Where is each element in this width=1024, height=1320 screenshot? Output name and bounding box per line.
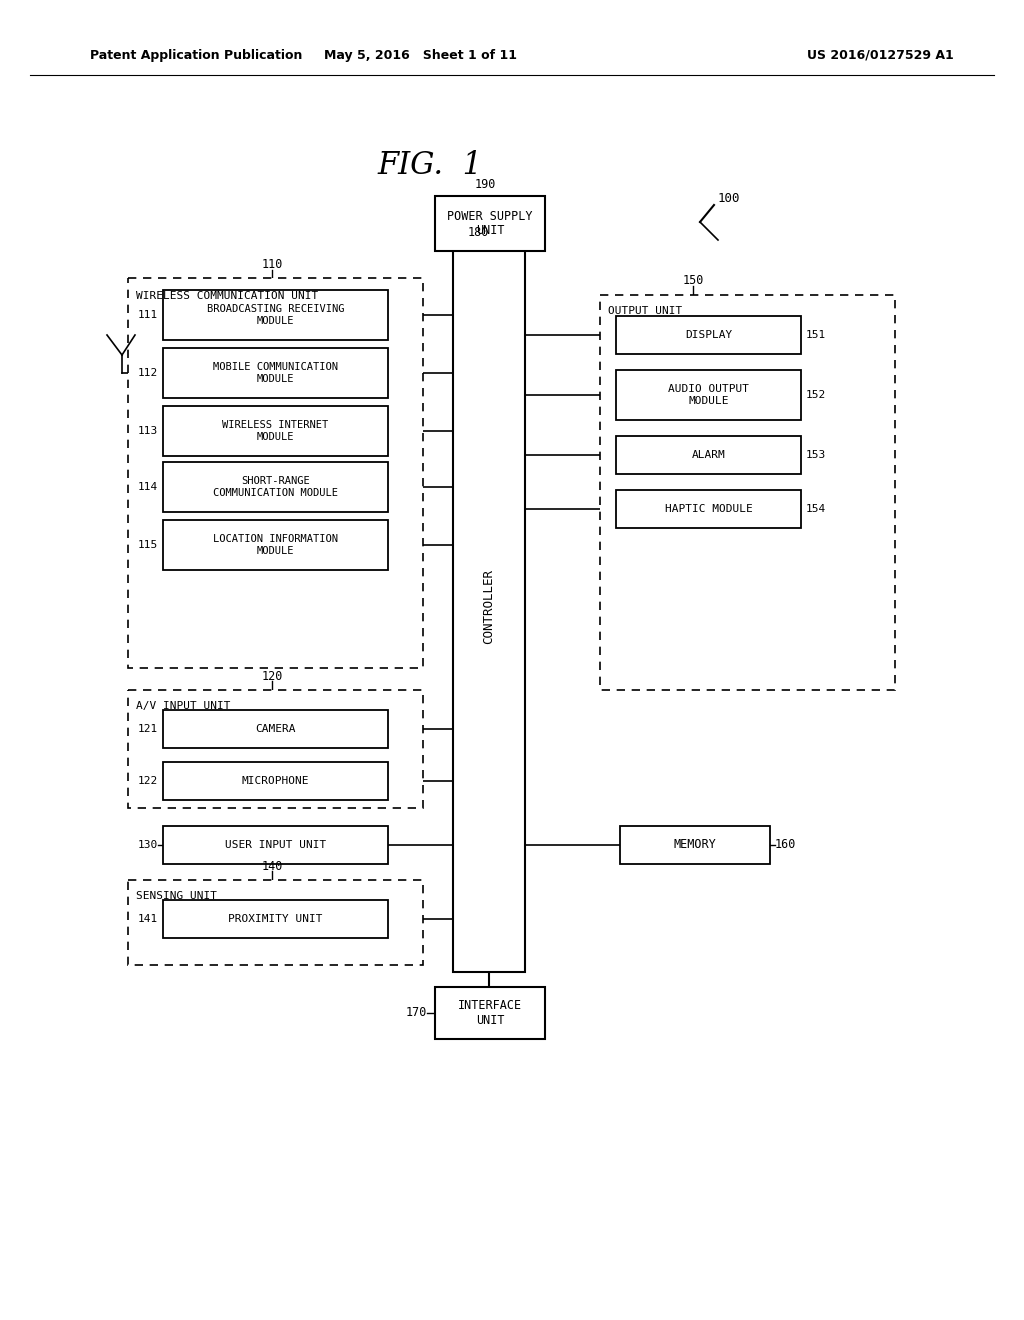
Text: Patent Application Publication: Patent Application Publication	[90, 49, 302, 62]
Bar	[163, 900, 388, 939]
Bar	[128, 279, 423, 668]
Text: BROADCASTING RECEIVING
MODULE: BROADCASTING RECEIVING MODULE	[207, 304, 344, 326]
Text: 120: 120	[261, 671, 283, 684]
Bar	[600, 294, 895, 690]
Text: ALARM: ALARM	[691, 450, 725, 459]
Text: US 2016/0127529 A1: US 2016/0127529 A1	[807, 49, 953, 62]
Bar	[163, 462, 388, 512]
Text: MICROPHONE: MICROPHONE	[242, 776, 309, 785]
Text: DISPLAY: DISPLAY	[685, 330, 732, 341]
Bar	[435, 195, 545, 251]
Text: 112: 112	[138, 368, 158, 378]
Text: PROXIMITY UNIT: PROXIMITY UNIT	[228, 913, 323, 924]
Text: 121: 121	[138, 723, 158, 734]
Text: 113: 113	[138, 426, 158, 436]
Text: 100: 100	[718, 191, 740, 205]
Bar	[453, 242, 525, 972]
Text: LOCATION INFORMATION
MODULE: LOCATION INFORMATION MODULE	[213, 535, 338, 556]
Bar	[616, 315, 801, 354]
Text: WIRELESS INTERNET
MODULE: WIRELESS INTERNET MODULE	[222, 420, 329, 442]
Text: CAMERA: CAMERA	[255, 723, 296, 734]
Text: POWER SUPPLY
UNIT: POWER SUPPLY UNIT	[447, 210, 532, 238]
Text: 180: 180	[468, 226, 489, 239]
Text: 151: 151	[806, 330, 826, 341]
Text: 110: 110	[261, 259, 283, 272]
Text: 114: 114	[138, 482, 158, 492]
Bar	[163, 348, 388, 399]
Text: MEMORY: MEMORY	[674, 838, 717, 851]
Text: 115: 115	[138, 540, 158, 550]
Text: 111: 111	[138, 310, 158, 319]
Text: 170: 170	[406, 1006, 427, 1019]
Text: HAPTIC MODULE: HAPTIC MODULE	[665, 504, 753, 513]
Bar	[620, 826, 770, 865]
Text: AUDIO OUTPUT
MODULE: AUDIO OUTPUT MODULE	[668, 384, 749, 405]
Text: 150: 150	[682, 275, 703, 288]
Text: 140: 140	[261, 861, 283, 874]
Text: 141: 141	[138, 913, 158, 924]
Text: A/V INPUT UNIT: A/V INPUT UNIT	[136, 701, 230, 711]
Text: INTERFACE
UNIT: INTERFACE UNIT	[458, 999, 522, 1027]
Bar	[128, 880, 423, 965]
Bar	[616, 490, 801, 528]
Bar	[163, 710, 388, 748]
Bar	[163, 520, 388, 570]
Text: CONTROLLER: CONTROLLER	[482, 569, 496, 644]
Text: 122: 122	[138, 776, 158, 785]
Text: 160: 160	[775, 838, 797, 851]
Text: 153: 153	[806, 450, 826, 459]
Bar	[128, 690, 423, 808]
Text: 152: 152	[806, 389, 826, 400]
Bar	[435, 987, 545, 1039]
Text: FIG.  1: FIG. 1	[378, 149, 482, 181]
Text: 130: 130	[138, 840, 158, 850]
Text: May 5, 2016   Sheet 1 of 11: May 5, 2016 Sheet 1 of 11	[324, 49, 516, 62]
Text: 154: 154	[806, 504, 826, 513]
Bar	[163, 762, 388, 800]
Bar	[163, 826, 388, 865]
Text: SHORT-RANGE
COMMUNICATION MODULE: SHORT-RANGE COMMUNICATION MODULE	[213, 477, 338, 498]
Text: MOBILE COMMUNICATION
MODULE: MOBILE COMMUNICATION MODULE	[213, 362, 338, 384]
Text: OUTPUT UNIT: OUTPUT UNIT	[608, 306, 682, 315]
Text: 190: 190	[474, 177, 496, 190]
Text: WIRELESS COMMUNICATION UNIT: WIRELESS COMMUNICATION UNIT	[136, 290, 318, 301]
Bar	[163, 290, 388, 341]
Bar	[616, 436, 801, 474]
Bar	[163, 407, 388, 455]
Bar	[616, 370, 801, 420]
Text: SENSING UNIT: SENSING UNIT	[136, 891, 217, 902]
Text: USER INPUT UNIT: USER INPUT UNIT	[225, 840, 326, 850]
